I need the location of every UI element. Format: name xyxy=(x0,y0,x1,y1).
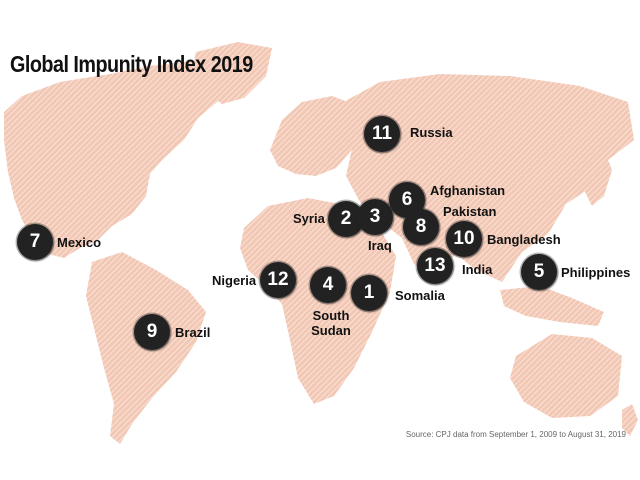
country-label-south-sudan: South Sudan xyxy=(311,308,351,338)
africa-landmass xyxy=(240,198,396,404)
country-label-philippines: Philippines xyxy=(561,265,631,280)
rank-marker-philippines: 5 xyxy=(521,254,557,290)
rank-marker-somalia: 1 xyxy=(351,275,387,311)
rank-marker-brazil: 9 xyxy=(134,314,170,350)
rank-marker-russia: 11 xyxy=(364,116,400,152)
country-label-syria: Syria xyxy=(293,211,325,226)
country-label-iraq: Iraq xyxy=(368,238,392,253)
rank-marker-pakistan: 8 xyxy=(403,209,439,245)
country-label-pakistan: Pakistan xyxy=(443,204,497,219)
rank-marker-south-sudan: 4 xyxy=(310,267,346,303)
country-label-mexico: Mexico xyxy=(57,235,102,250)
australia-landmass xyxy=(510,334,622,418)
rank-marker-nigeria: 12 xyxy=(260,262,296,298)
country-label-brazil: Brazil xyxy=(175,325,211,340)
source-note: Source: CPJ data from September 1, 2009 … xyxy=(405,430,626,439)
rank-marker-india: 13 xyxy=(417,248,453,284)
rank-marker-bangladesh: 10 xyxy=(446,221,482,257)
rank-marker-iraq: 3 xyxy=(357,199,393,235)
country-label-afghanistan: Afghanistan xyxy=(430,183,506,198)
japan-landmass xyxy=(584,150,612,206)
country-label-bangladesh: Bangladesh xyxy=(487,232,561,247)
country-label-nigeria: Nigeria xyxy=(212,273,257,288)
europe-landmass xyxy=(270,96,362,176)
new-zealand-landmass xyxy=(622,404,638,436)
greenland-landmass xyxy=(192,42,272,104)
north-america-landmass xyxy=(4,60,232,258)
southeast-asia-islands-landmass xyxy=(500,286,604,326)
country-label-russia: Russia xyxy=(410,125,453,140)
country-label-india: India xyxy=(462,262,493,277)
map-title: Global Impunity Index 2019 xyxy=(10,51,253,77)
country-label-somalia: Somalia xyxy=(395,288,445,303)
rank-marker-mexico: 7 xyxy=(17,224,53,260)
